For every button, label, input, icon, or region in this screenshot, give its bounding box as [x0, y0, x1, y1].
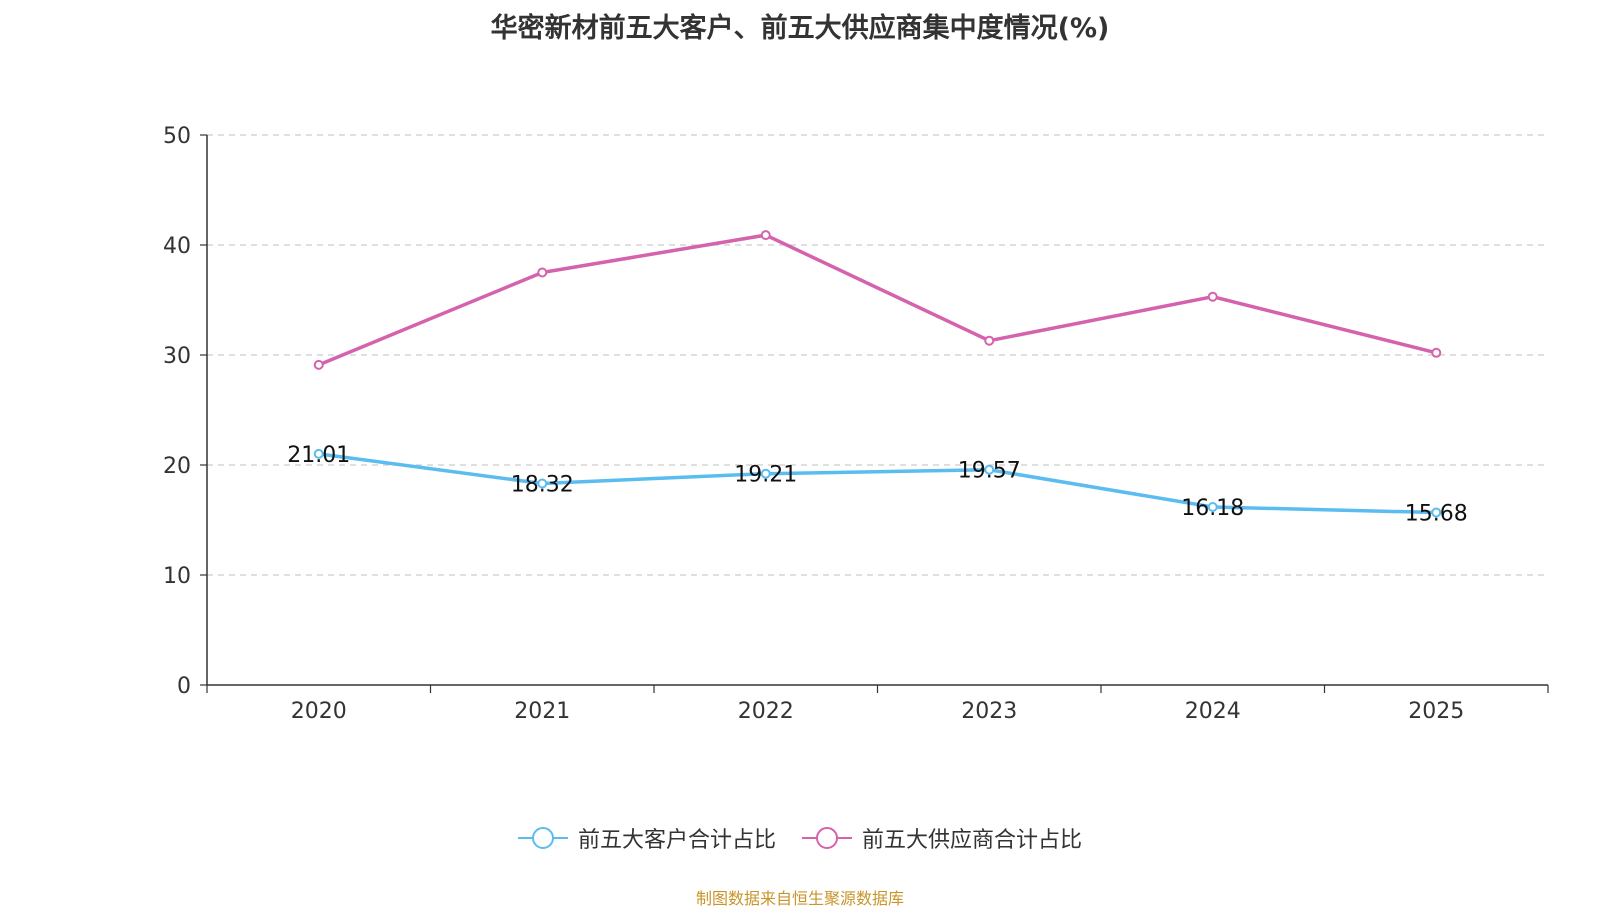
- data-point-0: [313, 448, 324, 459]
- data-label: 19.21: [734, 463, 797, 488]
- data-point-0: [1431, 507, 1442, 518]
- legend-marker-customers-icon: [517, 827, 568, 849]
- chart-title: 华密新材前五大客户、前五大供应商集中度情况(%): [490, 13, 1110, 44]
- data-point-0: [537, 478, 548, 489]
- y-tick-label: 20: [163, 454, 191, 479]
- legend-item-suppliers[interactable]: 前五大供应商合计占比: [802, 822, 1082, 854]
- x-tick-label: 2021: [514, 699, 570, 724]
- data-point-1: [313, 359, 324, 370]
- x-tick-label: 2025: [1408, 699, 1464, 724]
- legend-label-suppliers: 前五大供应商合计占比: [862, 828, 1083, 853]
- data-point-1: [1207, 291, 1218, 302]
- y-tick-label: 0: [177, 674, 191, 699]
- y-tick-label: 30: [163, 344, 191, 369]
- data-point-0: [984, 464, 995, 475]
- x-tick-label: 2022: [738, 699, 794, 724]
- legend-label-customers: 前五大客户合计占比: [577, 828, 776, 853]
- series-line-0: [318, 452, 1437, 515]
- x-tick-label: 2023: [961, 699, 1017, 724]
- data-point-1: [984, 335, 995, 346]
- data-point-1: [537, 267, 548, 278]
- data-label: 16.18: [1181, 496, 1244, 521]
- data-point-0: [760, 468, 771, 479]
- y-tick-label: 40: [163, 234, 191, 259]
- y-tick-label: 50: [163, 124, 191, 149]
- data-point-1: [760, 230, 771, 241]
- data-point-0: [1207, 502, 1218, 513]
- source-note: 制图数据来自恒生聚源数据库: [695, 889, 904, 908]
- x-tick-label: 2020: [291, 699, 347, 724]
- data-label: 21.01: [287, 443, 350, 468]
- data-label: 18.32: [511, 472, 574, 497]
- legend-marker-suppliers-icon: [802, 827, 852, 849]
- data-label: 15.68: [1405, 502, 1468, 527]
- y-tick-label: 10: [163, 564, 191, 589]
- series-line-1: [318, 233, 1437, 367]
- chart-legend: 前五大客户合计占比 前五大供应商合计占比: [0, 822, 1600, 854]
- x-tick-label: 2024: [1185, 699, 1241, 724]
- legend-item-customers[interactable]: 前五大客户合计占比: [517, 822, 776, 854]
- data-label: 19.57: [958, 459, 1021, 484]
- data-point-1: [1431, 347, 1442, 358]
